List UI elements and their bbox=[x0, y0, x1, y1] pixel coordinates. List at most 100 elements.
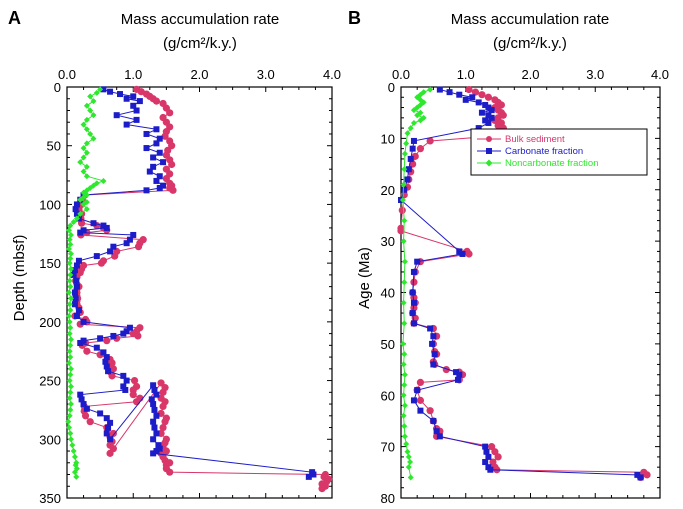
point-carbonate bbox=[130, 102, 137, 109]
point-carbonate bbox=[430, 417, 437, 424]
point-carbonate bbox=[133, 116, 140, 123]
x-tick-label: 1.0 bbox=[457, 67, 475, 82]
point-noncarbonate bbox=[67, 250, 74, 257]
point-bulk bbox=[169, 186, 177, 194]
point-carbonate bbox=[410, 137, 417, 144]
point-noncarbonate bbox=[417, 117, 424, 124]
point-bulk bbox=[86, 418, 94, 426]
point-carbonate bbox=[126, 324, 133, 331]
point-noncarbonate bbox=[73, 473, 80, 480]
point-carbonate bbox=[482, 459, 489, 466]
point-carbonate bbox=[436, 433, 443, 440]
point-bulk bbox=[159, 423, 167, 432]
point-carbonate bbox=[462, 96, 469, 103]
series-line-noncarbonate-a bbox=[67, 89, 106, 477]
point-noncarbonate bbox=[65, 424, 72, 431]
point-noncarbonate bbox=[66, 348, 73, 355]
point-carbonate bbox=[73, 210, 80, 217]
point-carbonate bbox=[410, 268, 417, 275]
point-noncarbonate bbox=[100, 177, 107, 184]
point-bulk bbox=[168, 160, 176, 169]
legend-label-noncarbonate: Noncarbonate fraction bbox=[505, 158, 598, 169]
point-noncarbonate bbox=[65, 359, 72, 366]
point-noncarbonate bbox=[67, 271, 74, 278]
panel-a-plot bbox=[65, 85, 333, 493]
point-carbonate bbox=[153, 391, 160, 398]
point-noncarbonate bbox=[71, 453, 78, 460]
point-noncarbonate bbox=[67, 342, 74, 349]
panel-a-title-line2: (g/cm²/k.y.) bbox=[163, 35, 237, 52]
point-bulk bbox=[497, 101, 505, 109]
point-carbonate bbox=[429, 340, 436, 347]
point-noncarbonate bbox=[401, 279, 408, 286]
point-bulk bbox=[103, 337, 111, 345]
point-carbonate bbox=[453, 369, 460, 376]
point-carbonate bbox=[454, 376, 461, 383]
y-tick-label: 0 bbox=[388, 80, 395, 95]
point-bulk bbox=[398, 206, 406, 214]
point-bulk bbox=[409, 160, 417, 168]
y-tick-label: 80 bbox=[381, 491, 395, 506]
point-carbonate bbox=[475, 125, 482, 132]
point-carbonate bbox=[456, 371, 463, 378]
point-carbonate bbox=[122, 386, 129, 393]
panel-a-ticks: 0.0 1.0 2.0 3.0 4.0 0 50 100 150 200 250 300 350 bbox=[39, 67, 341, 506]
point-carbonate bbox=[130, 93, 137, 100]
point-bulk bbox=[494, 453, 502, 461]
point-carbonate bbox=[410, 397, 417, 404]
legend-item-carbonate: Carbonate fraction bbox=[477, 146, 583, 157]
point-bulk bbox=[465, 85, 473, 94]
point-carbonate bbox=[123, 328, 130, 335]
point-noncarbonate bbox=[401, 320, 408, 327]
point-noncarbonate bbox=[90, 112, 97, 119]
point-bulk bbox=[159, 388, 167, 396]
point-carbonate bbox=[417, 407, 424, 414]
point-noncarbonate bbox=[73, 215, 80, 222]
point-carbonate bbox=[107, 419, 114, 426]
point-bulk bbox=[83, 347, 91, 355]
point-bulk bbox=[643, 471, 651, 479]
point-carbonate bbox=[73, 201, 80, 208]
point-bulk bbox=[97, 259, 106, 267]
point-carbonate bbox=[80, 337, 87, 344]
point-noncarbonate bbox=[65, 246, 72, 253]
point-carbonate bbox=[105, 424, 112, 431]
point-noncarbonate bbox=[83, 173, 90, 180]
point-carbonate bbox=[456, 248, 463, 255]
point-carbonate bbox=[100, 86, 107, 93]
point-carbonate bbox=[71, 289, 78, 296]
panel-a: A Mass accumulation rate (g/cm²/k.y.) De… bbox=[8, 8, 341, 506]
point-carbonate bbox=[150, 418, 157, 425]
point-noncarbonate bbox=[77, 159, 84, 166]
point-carbonate bbox=[150, 401, 157, 408]
point-carbonate bbox=[485, 104, 492, 111]
point-carbonate bbox=[107, 88, 114, 95]
point-carbonate bbox=[103, 363, 110, 370]
point-noncarbonate bbox=[83, 102, 90, 109]
point-carbonate bbox=[488, 114, 495, 121]
point-carbonate bbox=[103, 224, 110, 231]
point-noncarbonate bbox=[87, 130, 94, 137]
point-noncarbonate bbox=[97, 86, 104, 93]
legend-label-bulk: Bulk sediment bbox=[505, 134, 565, 145]
point-noncarbonate bbox=[67, 231, 74, 238]
point-carbonate bbox=[153, 140, 160, 147]
point-carbonate bbox=[637, 474, 644, 481]
point-carbonate bbox=[107, 436, 114, 443]
point-noncarbonate bbox=[66, 330, 73, 337]
point-carbonate bbox=[71, 301, 78, 308]
point-noncarbonate bbox=[410, 107, 417, 114]
point-carbonate bbox=[102, 358, 109, 365]
point-carbonate bbox=[80, 401, 87, 408]
point-carbonate bbox=[155, 442, 162, 449]
point-carbonate bbox=[150, 382, 157, 389]
point-carbonate bbox=[153, 448, 160, 455]
point-noncarbonate bbox=[399, 340, 406, 347]
point-noncarbonate bbox=[401, 423, 408, 430]
point-carbonate bbox=[120, 372, 127, 379]
point-carbonate bbox=[409, 289, 416, 296]
point-bulk bbox=[416, 378, 425, 387]
point-noncarbonate bbox=[83, 116, 90, 123]
point-carbonate bbox=[77, 229, 84, 236]
point-noncarbonate bbox=[80, 168, 87, 175]
